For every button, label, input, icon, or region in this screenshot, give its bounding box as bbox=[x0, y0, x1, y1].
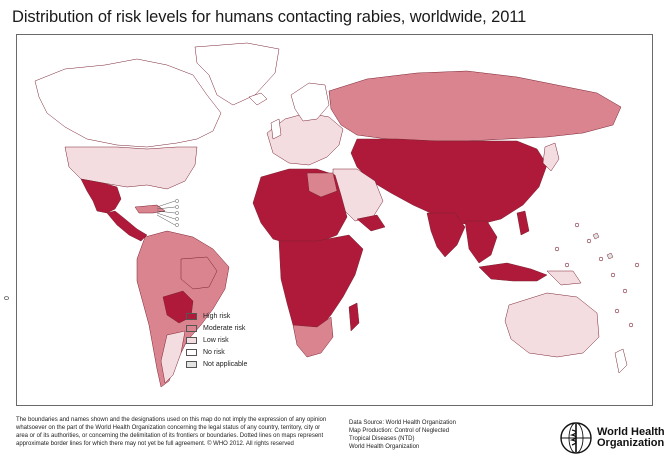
region-russia bbox=[328, 70, 622, 142]
legend-item-high: High risk bbox=[186, 310, 247, 322]
legend-label-high: High risk bbox=[203, 312, 231, 320]
disclaimer-text: The boundaries and names shown and the d… bbox=[16, 417, 327, 447]
legend-item-none: No risk bbox=[186, 346, 247, 358]
region-argentina bbox=[160, 330, 186, 384]
legend-item-low: Low risk bbox=[186, 334, 247, 346]
credit-source: Data Source: World Health Organization bbox=[349, 420, 456, 426]
region-australia bbox=[504, 292, 600, 358]
region-india bbox=[426, 212, 466, 258]
legend-label-na: Not applicable bbox=[203, 360, 248, 368]
map-title: Distribution of risk levels for humans c… bbox=[12, 8, 527, 26]
who-wordmark-line2: Organization bbox=[597, 437, 665, 449]
region-yemen bbox=[356, 214, 386, 232]
region-new-guinea bbox=[546, 270, 582, 286]
region-philippines bbox=[516, 210, 530, 236]
region-madagascar bbox=[348, 302, 360, 332]
region-canada-alaska bbox=[34, 58, 222, 148]
legend-swatch-none bbox=[186, 348, 197, 356]
region-small-islands bbox=[592, 232, 614, 260]
credit-org: World Health Organization bbox=[349, 444, 420, 450]
region-mexico bbox=[80, 178, 122, 214]
legend-swatch-low bbox=[186, 336, 197, 344]
region-scandinavia bbox=[290, 82, 330, 122]
legend-swatch-moderate bbox=[186, 324, 197, 332]
pacific-islands bbox=[554, 222, 640, 328]
legend-label-moderate: Moderate risk bbox=[203, 324, 246, 332]
region-caribbean bbox=[134, 204, 166, 214]
region-southeast-asia bbox=[464, 220, 498, 264]
region-egypt bbox=[306, 172, 338, 198]
region-japan bbox=[542, 142, 560, 172]
region-new-zealand bbox=[614, 348, 628, 374]
credit-production-2: Tropical Diseases (NTD) bbox=[349, 436, 415, 442]
legend-swatch-high bbox=[186, 312, 197, 320]
region-greenland bbox=[194, 42, 280, 106]
credit-production: Map Production: Control of Neglected bbox=[349, 428, 450, 434]
legend-swatch-na bbox=[186, 360, 197, 368]
region-brazil-interior bbox=[180, 256, 218, 290]
region-uk bbox=[270, 118, 282, 140]
region-africa-south bbox=[292, 316, 334, 358]
who-wordmark: World Health Organization bbox=[597, 427, 665, 449]
map-frame bbox=[16, 34, 653, 406]
map-legend: High risk Moderate risk Low risk No risk… bbox=[186, 310, 247, 370]
legend-label-low: Low risk bbox=[203, 336, 229, 344]
region-indonesia bbox=[478, 262, 548, 282]
legend-item-moderate: Moderate risk bbox=[186, 322, 247, 334]
who-logo: World Health Organization bbox=[559, 421, 665, 455]
who-wordmark-line1: World Health bbox=[597, 426, 665, 438]
credits-block: Data Source: World Health Organization M… bbox=[349, 419, 529, 451]
region-africa-central bbox=[278, 234, 364, 336]
region-asia-high bbox=[350, 138, 548, 226]
legend-item-na: Not applicable bbox=[186, 358, 247, 370]
caribbean-callouts bbox=[156, 199, 179, 227]
scale-label: 0 bbox=[4, 296, 11, 300]
legend-label-none: No risk bbox=[203, 348, 225, 356]
region-iceland bbox=[248, 92, 268, 106]
region-central-america bbox=[106, 210, 148, 242]
who-emblem-icon bbox=[560, 422, 592, 454]
world-map bbox=[34, 42, 640, 388]
